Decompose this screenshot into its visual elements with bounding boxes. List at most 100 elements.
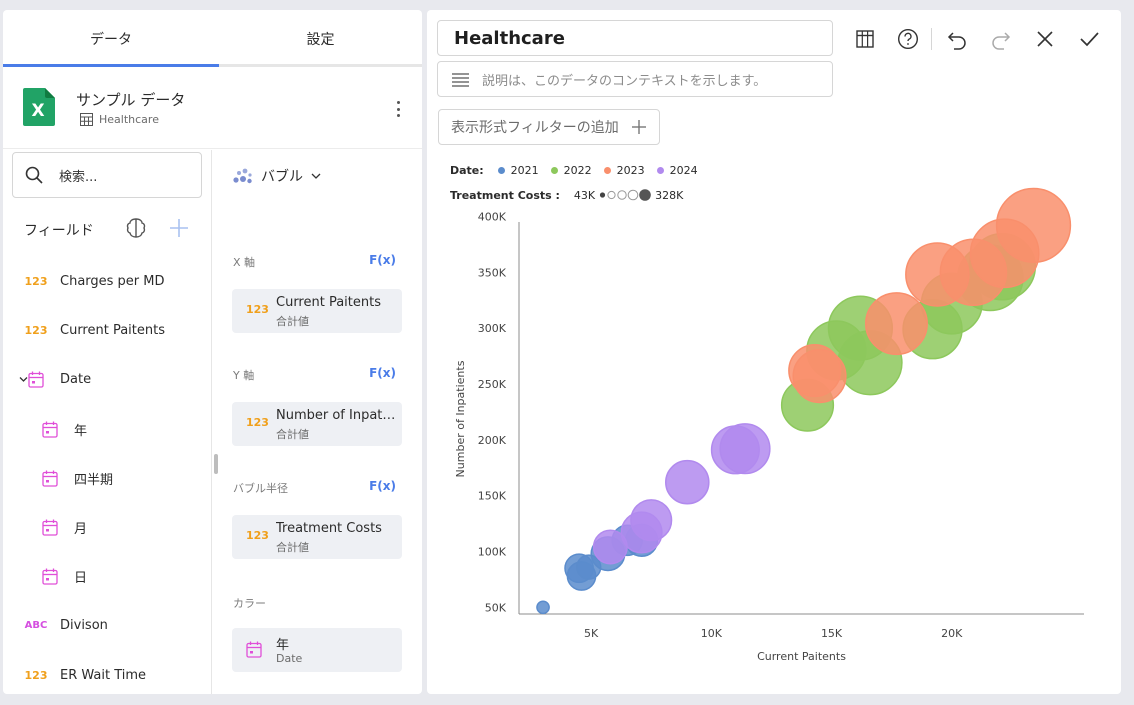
size-max-label: 328K <box>655 188 684 202</box>
number-field-icon: 123 <box>24 324 48 338</box>
bubble-radius-fx-button[interactable]: F(x) <box>369 479 396 493</box>
bubble-radius-field-pill[interactable]: 123 Treatment Costs 合計値 <box>232 515 402 559</box>
field-item[interactable]: 123 Charges per MD <box>3 257 212 306</box>
add-field-icon[interactable] <box>169 218 189 238</box>
field-item[interactable]: 123 Current Paitents <box>3 306 212 355</box>
color-field-pill[interactable]: 年 Date <box>232 628 402 672</box>
bubble-radius-field-name: Treatment Costs <box>276 521 382 536</box>
add-filter-button[interactable]: 表示形式フィルターの追加 <box>438 109 660 145</box>
shelves-column: バブル X 軸 F(x) 123 Current Paitents 合計値 Y … <box>213 150 422 694</box>
color-field-name: 年 <box>276 638 290 653</box>
x-axis-aggregation: 合計値 <box>276 315 309 328</box>
chevron-down-icon[interactable] <box>19 376 28 383</box>
field-label: ER Wait Time <box>60 667 147 683</box>
redo-icon[interactable] <box>990 28 1012 50</box>
tab-data[interactable]: データ <box>3 10 219 67</box>
number-field-icon: 123 <box>246 416 269 429</box>
field-item[interactable]: 月 <box>3 503 212 552</box>
legend-item-label: 2023 <box>616 164 645 177</box>
y-axis-aggregation: 合計値 <box>276 428 309 441</box>
field-item[interactable]: ABC Divison <box>3 601 212 650</box>
tab-settings[interactable]: 設定 <box>219 10 422 67</box>
y-tick-label: 100K <box>478 545 507 558</box>
legend-swatch <box>603 167 611 174</box>
close-icon[interactable] <box>1034 28 1056 50</box>
legend-item[interactable]: 2022 <box>550 164 592 177</box>
legend-item-label: 2022 <box>563 164 592 177</box>
field-item[interactable]: 123 ER Wait Time <box>3 651 212 695</box>
fields-label: フィールド <box>24 223 94 239</box>
bubble-point <box>969 218 1040 289</box>
field-search-input[interactable]: 検索... <box>12 152 202 198</box>
more-options-icon[interactable] <box>390 98 406 120</box>
bubble-point <box>792 349 847 404</box>
legend-item-label: 2024 <box>669 164 698 177</box>
column-resize-handle[interactable] <box>214 454 218 474</box>
text-field-icon: ABC <box>24 620 48 632</box>
field-item[interactable]: Date <box>3 355 212 404</box>
legend-item[interactable]: 2024 <box>656 164 698 177</box>
x-axis-fx-button[interactable]: F(x) <box>369 253 396 267</box>
help-icon[interactable] <box>897 28 919 50</box>
legend-item[interactable]: 2023 <box>603 164 645 177</box>
description-input[interactable]: 説明は、このデータのコンテキストを示します。 <box>437 61 833 97</box>
field-item[interactable]: 年 <box>3 405 212 454</box>
calendar-icon <box>42 421 58 438</box>
data-source-title: サンプル データ <box>76 91 186 109</box>
field-label: Divison <box>60 618 108 634</box>
data-source-header: X サンプル データ Healthcare <box>3 70 422 149</box>
fields-column: 検索... フィールド 123 Charges per MD 123 Current … <box>3 150 212 694</box>
x-axis-label: X 軸 <box>233 256 256 269</box>
color-label: カラー <box>233 597 266 610</box>
excel-icon: X <box>23 88 55 126</box>
y-tick-label: 150K <box>478 490 507 503</box>
table-icon[interactable] <box>854 28 876 50</box>
legend-swatch <box>497 167 505 174</box>
number-field-icon: 123 <box>246 529 269 542</box>
legend-item[interactable]: 2021 <box>497 164 539 177</box>
bubble-point <box>592 529 628 565</box>
bubble-chart-icon <box>233 168 252 184</box>
svg-text:X: X <box>31 101 44 121</box>
bubble-point <box>620 511 663 554</box>
bubble-point <box>865 292 928 356</box>
description-icon <box>452 73 469 87</box>
size-legend: Treatment Costs : 43K 328K <box>450 188 683 202</box>
bubble-point <box>968 232 1037 301</box>
field-label: Date <box>60 372 92 388</box>
data-panel: データ 設定 X サンプル データ Healthcare 検索... フィールド… <box>3 10 422 694</box>
visualization-title-input[interactable]: Healthcare <box>437 20 833 56</box>
y-axis-label: Y 軸 <box>233 369 255 382</box>
fields-header: フィールド <box>24 218 194 242</box>
y-tick-label: 250K <box>478 378 507 391</box>
field-item[interactable]: 四半期 <box>3 454 212 503</box>
bubble-point <box>902 298 963 360</box>
field-label: Charges per MD <box>60 274 165 290</box>
active-tab-indicator <box>3 64 219 67</box>
calendar-icon <box>42 568 58 585</box>
y-axis-field-pill[interactable]: 123 Number of Inpatie... 合計値 <box>232 402 402 446</box>
check-icon[interactable] <box>1078 28 1100 50</box>
bubble-point <box>956 244 1024 312</box>
panel-tabs: データ 設定 <box>3 10 422 67</box>
field-item[interactable]: 日 <box>3 552 212 601</box>
plus-icon <box>631 120 646 134</box>
bubble-radius-aggregation: 合計値 <box>276 541 309 554</box>
tab-settings-label: 設定 <box>306 31 335 48</box>
number-field-icon: 123 <box>24 275 48 289</box>
visualization-picker[interactable]: バブル <box>233 166 321 186</box>
bubble-point <box>536 600 550 615</box>
description-placeholder: 説明は、このデータのコンテキストを示します。 <box>482 73 767 89</box>
undo-icon[interactable] <box>946 28 968 50</box>
add-filter-label: 表示形式フィルターの追加 <box>451 120 619 136</box>
brain-icon[interactable] <box>124 216 148 240</box>
tab-data-label: データ <box>90 31 132 48</box>
data-source-sheet: Healthcare <box>80 113 159 126</box>
number-field-icon: 123 <box>246 303 269 316</box>
y-axis-fx-button[interactable]: F(x) <box>369 366 396 380</box>
chevron-down-icon <box>311 173 321 179</box>
x-axis-field-pill[interactable]: 123 Current Paitents 合計値 <box>232 289 402 333</box>
color-field-source: Date <box>276 652 303 665</box>
legend-date-label: Date: <box>450 164 484 177</box>
bubble-point <box>590 536 626 572</box>
